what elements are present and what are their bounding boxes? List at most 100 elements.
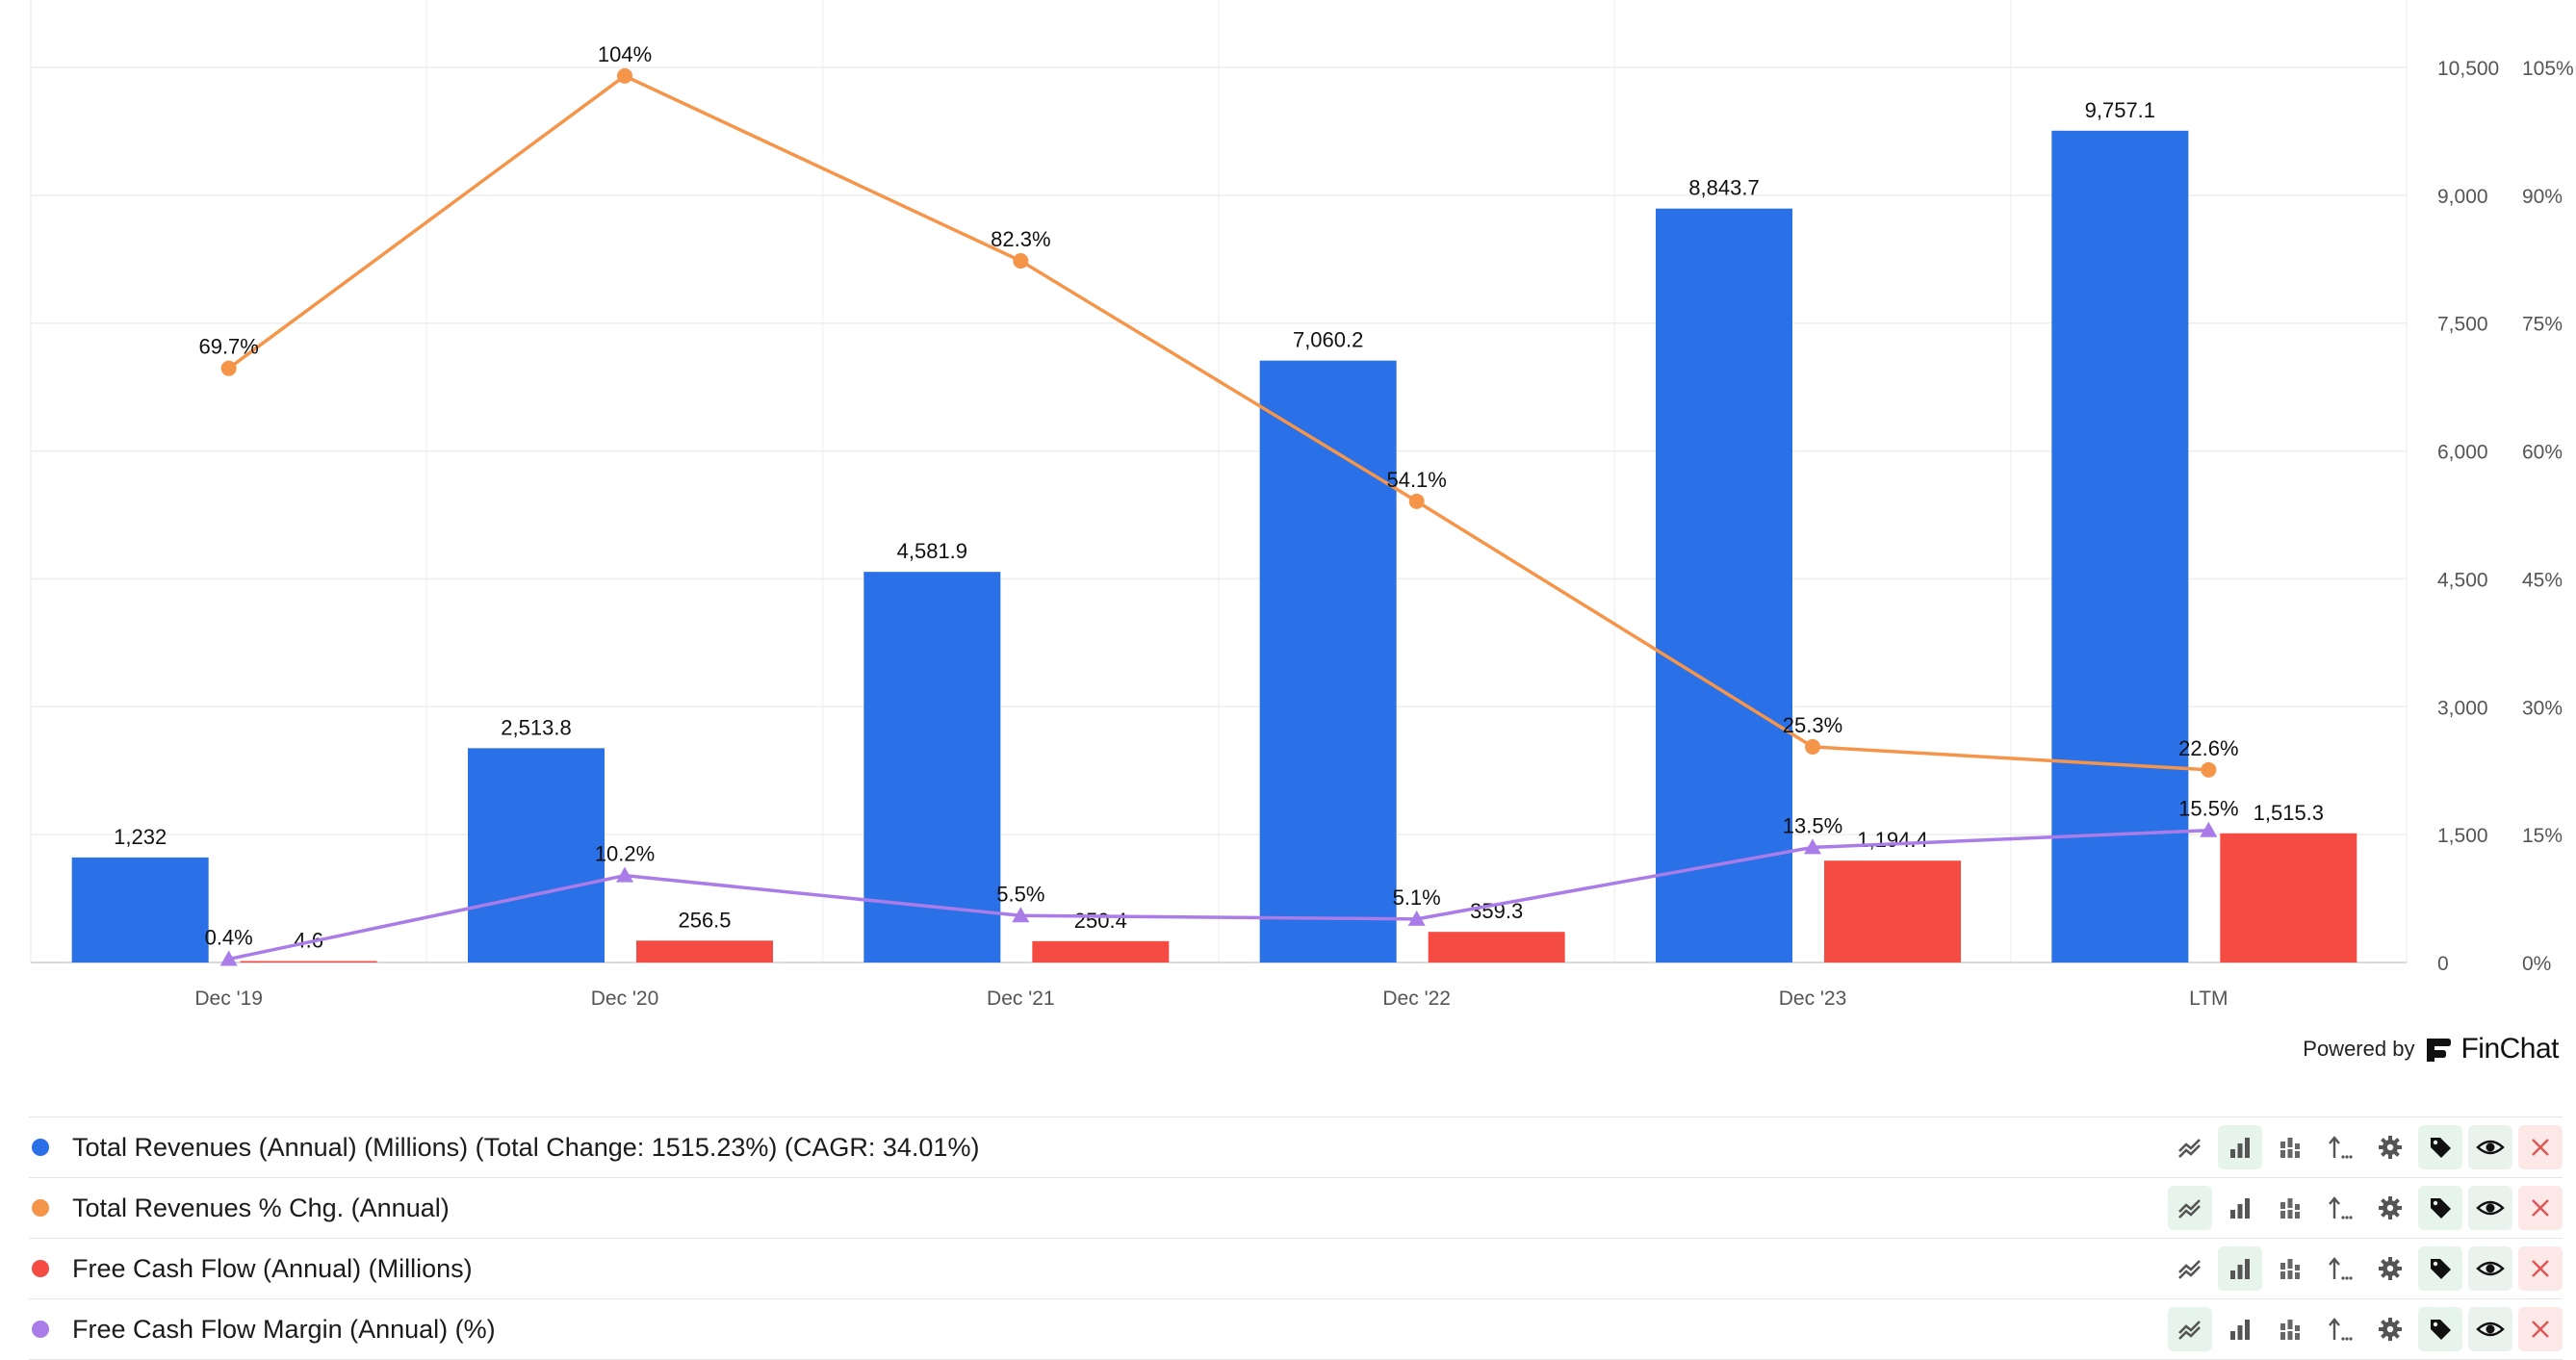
legend-row-tools — [2168, 1307, 2563, 1351]
stacked-bar-icon — [2280, 1259, 2300, 1279]
fcf-bar — [1428, 932, 1565, 962]
eye-button[interactable] — [2468, 1307, 2512, 1351]
right-axis-tick-label: 0% — [2522, 953, 2551, 975]
close-button[interactable] — [2518, 1246, 2563, 1291]
fcf-margin-point — [1407, 910, 1426, 926]
revenue-growth-data-label: 22.6% — [2178, 736, 2238, 760]
axis-toggle-button[interactable] — [2318, 1307, 2362, 1351]
fcf-bar — [2220, 833, 2357, 962]
tag-icon — [2431, 1320, 2451, 1340]
stacked-bar-button[interactable] — [2268, 1307, 2312, 1351]
line-chart-button[interactable] — [2168, 1186, 2212, 1230]
line-chart-button[interactable] — [2168, 1307, 2212, 1351]
tag-button[interactable] — [2418, 1246, 2462, 1291]
chart-area: 0 0% 1,500 15% 3,000 30% 4,500 45% 6,000 60% 7,500… — [30, 0, 2574, 1010]
revenue-bar — [1656, 208, 1792, 962]
legend-row[interactable]: Total Revenues (Annual) (Millions) (Tota… — [29, 1116, 2563, 1178]
legend-color-dot — [32, 1139, 49, 1156]
revenue-bar — [71, 857, 209, 962]
bar-chart-button[interactable] — [2218, 1125, 2262, 1169]
right-axis-tick-label: 75% — [2522, 314, 2563, 336]
tag-button[interactable] — [2418, 1125, 2462, 1169]
right-axis-tick-label: 60% — [2522, 442, 2563, 464]
revenue-bar-data-label: 2,513.8 — [501, 715, 571, 739]
x-axis-tick-label: Dec '21 — [987, 988, 1055, 1010]
legend-row[interactable]: Free Cash Flow Margin (Annual) (%) — [29, 1299, 2563, 1360]
axis-toggle-button[interactable] — [2318, 1186, 2362, 1230]
bar-chart-button[interactable] — [2218, 1186, 2262, 1230]
axis-toggle-icon — [2329, 1257, 2353, 1280]
left-axis-tick-label: 3,000 — [2437, 697, 2488, 719]
settings-gear-button[interactable] — [2368, 1307, 2412, 1351]
tag-icon — [2431, 1138, 2451, 1158]
close-icon — [2532, 1139, 2549, 1156]
powered-by[interactable]: Powered by FinChat — [2303, 1028, 2559, 1070]
settings-gear-button[interactable] — [2368, 1125, 2412, 1169]
fcf-bar-data-label: 250.4 — [1074, 909, 1127, 933]
revenue-growth-data-label: 25.3% — [1783, 713, 1842, 737]
revenue-bar — [2051, 130, 2189, 963]
axis-toggle-icon — [2329, 1136, 2353, 1159]
axis-toggle-icon — [2329, 1196, 2353, 1219]
legend-series-label: Free Cash Flow Margin (Annual) (%) — [72, 1314, 496, 1344]
eye-icon — [2476, 1140, 2505, 1155]
right-axis-tick-label: 45% — [2522, 569, 2563, 591]
powered-by-label: Powered by — [2303, 1037, 2415, 1061]
series-legend: Total Revenues (Annual) (Millions) (Tota… — [29, 1116, 2563, 1360]
fcf-bar-data-label: 256.5 — [678, 908, 731, 932]
right-axis-tick-label: 15% — [2522, 825, 2563, 847]
bar-chart-icon — [2230, 1320, 2250, 1340]
eye-button[interactable] — [2468, 1186, 2512, 1230]
settings-gear-icon — [2379, 1318, 2402, 1341]
fcf-bar-data-label: 1,194.4 — [1857, 828, 1927, 852]
eye-button[interactable] — [2468, 1125, 2512, 1169]
stacked-bar-button[interactable] — [2268, 1246, 2312, 1291]
x-axis-tick-label: Dec '22 — [1382, 988, 1451, 1010]
close-icon — [2532, 1321, 2549, 1338]
fcf-margin-point — [219, 950, 238, 966]
legend-series-label: Total Revenues % Chg. (Annual) — [72, 1193, 450, 1222]
axis-toggle-button[interactable] — [2318, 1125, 2362, 1169]
legend-series-label: Free Cash Flow (Annual) (Millions) — [72, 1253, 473, 1283]
close-button[interactable] — [2518, 1307, 2563, 1351]
legend-color-dot — [32, 1321, 49, 1338]
fcf-bar-data-label: 1,515.3 — [2254, 801, 2324, 825]
legend-row-tools — [2168, 1246, 2563, 1291]
stacked-bar-button[interactable] — [2268, 1186, 2312, 1230]
legend-series-label: Total Revenues (Annual) (Millions) (Tota… — [72, 1132, 980, 1162]
legend-row-tools — [2168, 1125, 2563, 1169]
eye-icon — [2476, 1322, 2505, 1337]
stacked-bar-icon — [2280, 1198, 2300, 1219]
tag-button[interactable] — [2418, 1307, 2462, 1351]
line-chart-icon — [2178, 1199, 2201, 1219]
line-chart-icon — [2178, 1321, 2201, 1340]
fcf-margin-point — [1012, 907, 1030, 923]
x-axis-tick-label: LTM — [2189, 988, 2228, 1010]
left-axis-tick-label: 9,000 — [2437, 186, 2488, 208]
bar-chart-icon — [2230, 1259, 2250, 1279]
fcf-margin-data-label: 5.1% — [1393, 885, 1441, 910]
stacked-bar-button[interactable] — [2268, 1125, 2312, 1169]
close-button[interactable] — [2518, 1125, 2563, 1169]
eye-button[interactable] — [2468, 1246, 2512, 1291]
close-button[interactable] — [2518, 1186, 2563, 1230]
settings-gear-button[interactable] — [2368, 1246, 2412, 1291]
eye-icon — [2476, 1261, 2505, 1276]
bar-chart-icon — [2230, 1138, 2250, 1158]
bar-chart-button[interactable] — [2218, 1307, 2262, 1351]
fcf-margin-line — [228, 828, 2209, 962]
left-axis-tick-label: 6,000 — [2437, 442, 2488, 464]
axis-toggle-button[interactable] — [2318, 1246, 2362, 1291]
tag-button[interactable] — [2418, 1186, 2462, 1230]
stacked-bar-icon — [2280, 1320, 2300, 1340]
settings-gear-button[interactable] — [2368, 1186, 2412, 1230]
tag-icon — [2431, 1259, 2451, 1279]
legend-row[interactable]: Free Cash Flow (Annual) (Millions) — [29, 1239, 2563, 1299]
legend-row[interactable]: Total Revenues % Chg. (Annual) — [29, 1178, 2563, 1239]
legend-color-dot — [32, 1199, 49, 1217]
bar-chart-button[interactable] — [2218, 1246, 2262, 1291]
revenue-bar-data-label: 8,843.7 — [1688, 176, 1759, 200]
line-chart-button[interactable] — [2168, 1125, 2212, 1169]
fcf-bar — [1824, 860, 1961, 962]
line-chart-button[interactable] — [2168, 1246, 2212, 1291]
